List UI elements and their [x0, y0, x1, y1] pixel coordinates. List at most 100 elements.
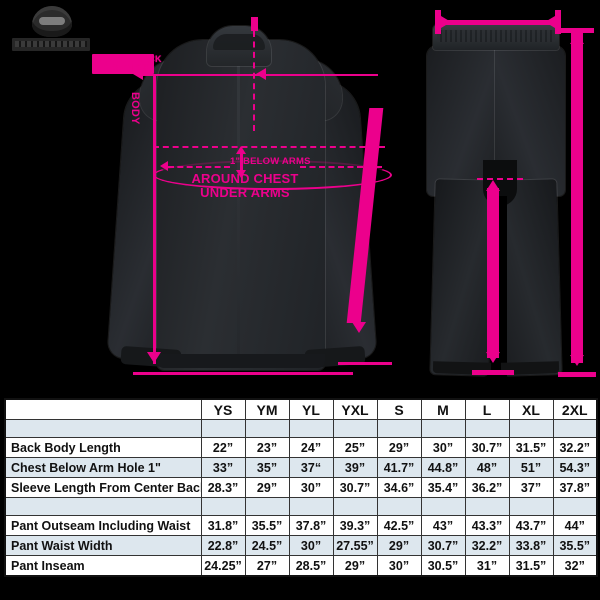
table-header-size-ys: YS: [200, 398, 246, 420]
spacer-cell: [244, 419, 290, 438]
table-cell-xl: 33.8”: [508, 535, 554, 556]
spacer-cell: [288, 419, 334, 438]
table-header-size-yl: YL: [288, 398, 334, 420]
table-cell-2xl: 37.8”: [552, 477, 598, 498]
table-cell-m: 43”: [420, 515, 466, 536]
table-cell-xl: 37”: [508, 477, 554, 498]
body-length-line: [153, 74, 156, 364]
table-cell-s: 42.5”: [376, 515, 422, 536]
spacer-cell: [420, 497, 466, 516]
table-header-size-yxl: YXL: [332, 398, 378, 420]
table-cell-2xl: 35.5”: [552, 535, 598, 556]
table-spacer-row-top: [4, 419, 598, 438]
spacer-cell: [4, 419, 202, 438]
size-chart-table: YS YM YL YXL S M L XL 2XL Back Body Length 22” 23”…: [4, 398, 598, 577]
table-cell-xl: 51”: [508, 457, 554, 478]
body-label: BODY: [129, 92, 141, 125]
table-cell-2xl: 32.2”: [552, 437, 598, 458]
sleeve-length-arrowhead: [352, 322, 366, 333]
table-cell-yxl: 30.7”: [332, 477, 378, 498]
table-cell-2xl: 32”: [552, 555, 598, 577]
below-arms-arrow-up: [236, 146, 246, 154]
spacer-cell: [4, 497, 202, 516]
table-cell-ys: 24.25”: [200, 555, 246, 577]
around-chest-label: AROUND CHEST UNDER ARMS: [175, 171, 315, 200]
table-cell-l: 32.2”: [464, 535, 510, 556]
body-length-baseline-tick: [133, 372, 353, 375]
jacket-body: [157, 40, 325, 370]
size-chart-table-container: YS YM YL YXL S M L XL 2XL Back Body Length 22” 23”…: [0, 396, 600, 600]
pant-outseam-baseline-tick: [558, 372, 596, 377]
table-cell-s: 30”: [376, 555, 422, 577]
pant-waist-arrowhead-right: [441, 16, 451, 28]
body-length-arrowhead-bottom: [147, 352, 161, 363]
brand-logo-emblem-icon: [32, 6, 72, 37]
pant-outseam-top-tick: [560, 28, 594, 33]
table-header-size-l: L: [464, 398, 510, 420]
table-cell-yl: 30”: [288, 477, 334, 498]
pant-inseam-baseline-tick: [472, 370, 514, 375]
table-body: Back Body Length 22” 23” 24” 25” 29” 30” 30.7” 3…: [4, 419, 598, 577]
spacer-cell: [200, 419, 246, 438]
table-cell-yxl: 39”: [332, 457, 378, 478]
table-cell-yl: 37“: [288, 457, 334, 478]
table-cell-yxl: 25”: [332, 437, 378, 458]
table-row: Pant Waist Width 22.8” 24.5” 30” 27.55” 29” 30…: [4, 535, 598, 556]
brand-logo: [12, 6, 90, 54]
table-cell-xl: 31.5”: [508, 437, 554, 458]
table-row: Chest Below Arm Hole 1" 33” 35” 37“ 39” 41.7”…: [4, 457, 598, 478]
pants-right-leg: [498, 179, 562, 376]
table-row: Sleeve Length From Center Back 28.3” 29” 30…: [4, 477, 598, 498]
table-cell-xl: 31.5”: [508, 555, 554, 577]
neck-center-dashed-line: [253, 31, 255, 131]
pant-waist-width-tick-left: [435, 10, 441, 34]
table-row-label: Pant Waist Width: [4, 535, 202, 556]
pants-left-leg: [430, 179, 494, 376]
neck-label-line: OF NECK: [110, 63, 152, 73]
jacket-hem: [157, 354, 325, 368]
spacer-cell: [552, 497, 598, 516]
spacer-cell: [288, 497, 334, 516]
spacer-cell: [508, 497, 554, 516]
spacer-cell: [376, 497, 422, 516]
table-cell-yxl: 39.3”: [332, 515, 378, 536]
brand-logo-wordmark: [12, 38, 90, 51]
pant-inseam-dashed-guide: [477, 178, 523, 180]
table-cell-l: 30.7”: [464, 437, 510, 458]
table-cell-yxl: 27.55”: [332, 535, 378, 556]
center-back-of-neck-label: CENTER BACK OF NECK: [92, 54, 162, 74]
table-cell-ys: 22”: [200, 437, 246, 458]
table-row-label: Pant Inseam: [4, 555, 202, 577]
pant-inseam-bar: [487, 188, 499, 358]
table-cell-yxl: 29”: [332, 555, 378, 577]
table-header-size-m: M: [420, 398, 466, 420]
table-cell-m: 44.8”: [420, 457, 466, 478]
around-chest-label-line1: AROUND CHEST: [191, 171, 299, 186]
table-cell-l: 48”: [464, 457, 510, 478]
table-row-label: Chest Below Arm Hole 1": [4, 457, 202, 478]
table-cell-l: 36.2”: [464, 477, 510, 498]
table-cell-s: 41.7”: [376, 457, 422, 478]
spacer-cell: [332, 419, 378, 438]
pant-waist-arrowhead-left: [545, 16, 555, 28]
table-header-size-2xl: 2XL: [552, 398, 598, 420]
table-cell-m: 30.7”: [420, 535, 466, 556]
table-header-row: YS YM YL YXL S M L XL 2XL: [4, 398, 598, 420]
below-arms-dashed-guide: [153, 146, 385, 148]
pant-waist-width-tick-right: [555, 10, 561, 34]
spacer-cell: [552, 419, 598, 438]
spacer-cell: [464, 419, 510, 438]
table-cell-m: 35.4”: [420, 477, 466, 498]
table-cell-yl: 28.5”: [288, 555, 334, 577]
pants-waistband-texture: [437, 30, 555, 42]
sleeve-measure-arrowhead-mid: [256, 68, 266, 80]
table-cell-ym: 27”: [244, 555, 290, 577]
pant-outseam-arrowhead-bottom: [570, 355, 584, 366]
pant-outseam-bar: [571, 33, 583, 363]
jacket-center-seam: [237, 64, 240, 354]
table-cell-l: 43.3”: [464, 515, 510, 536]
table-cell-xl: 43.7”: [508, 515, 554, 536]
spacer-cell: [508, 419, 554, 438]
table-cell-yl: 30”: [288, 535, 334, 556]
table-cell-2xl: 44”: [552, 515, 598, 536]
